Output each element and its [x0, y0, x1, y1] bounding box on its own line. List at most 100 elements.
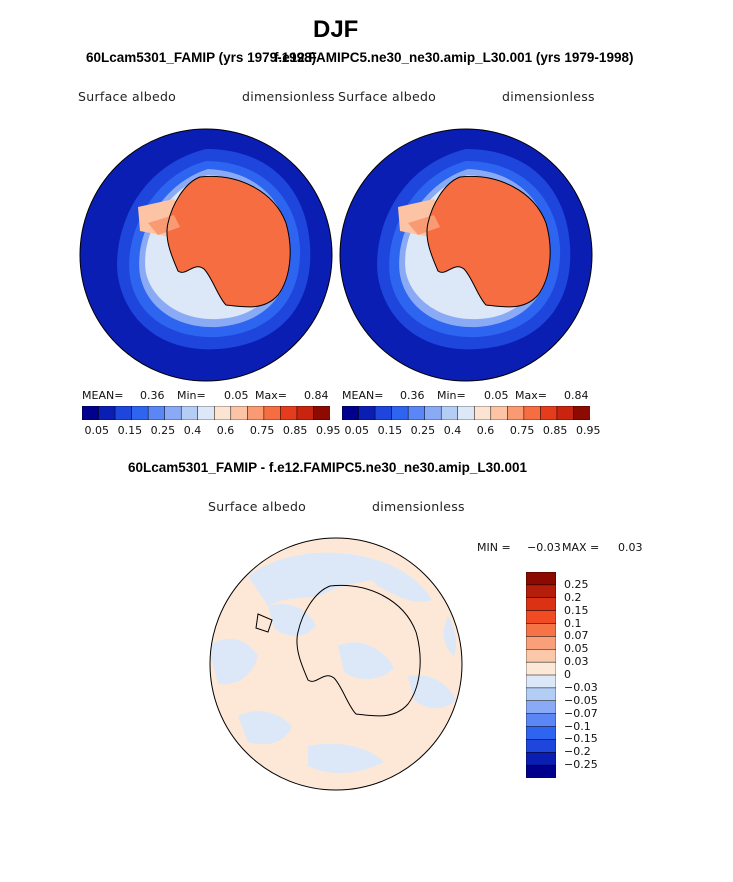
- colorbar-tick-label: 0.15: [377, 424, 403, 437]
- colorbar-box: [526, 687, 556, 702]
- left-mean-label: MEAN=: [82, 389, 124, 402]
- colorbar-box: [440, 406, 459, 420]
- colorbar-tick-label: −0.2: [564, 745, 591, 759]
- colorbar-box: [342, 406, 360, 420]
- left-units-label: dimensionless: [242, 89, 335, 104]
- colorbar-box: [457, 406, 475, 420]
- colorbar-box: [573, 406, 590, 420]
- colorbar-tick-label: −0.07: [564, 706, 598, 720]
- colorbar-tick-label: −0.25: [564, 758, 598, 772]
- colorbar-tick-label: 0.05: [564, 642, 589, 656]
- colorbar-box: [280, 406, 298, 420]
- colorbar-tick-label: 0.4: [183, 424, 202, 437]
- figure-title: DJF: [313, 16, 359, 43]
- left-min-value: 0.05: [224, 389, 249, 402]
- colorbar-box: [540, 406, 558, 420]
- colorbar-box: [556, 406, 575, 420]
- colorbar-box: [247, 406, 265, 420]
- difference-map: [209, 537, 463, 791]
- colorbar-box: [490, 406, 508, 420]
- colorbar-box: [526, 584, 556, 599]
- right-min-value: 0.05: [484, 389, 509, 402]
- colorbar-tick-label: 0.15: [117, 424, 143, 437]
- colorbar-tick-label: −0.15: [564, 732, 598, 746]
- left-panel-title: 60Lcam5301_FAMIP (yrs 1979-1998): [86, 50, 317, 65]
- colorbar-box: [526, 739, 556, 753]
- colorbar-box: [526, 726, 556, 740]
- colorbar-tick-label: 0.95: [316, 424, 341, 437]
- right-min-label: Min=: [437, 389, 466, 402]
- colorbar-tick-label: −0.1: [564, 719, 591, 733]
- colorbar-tick-label: 0.6: [216, 424, 235, 437]
- colorbar-tick-label: 0.07: [564, 629, 589, 643]
- left-colorbar: [82, 406, 330, 420]
- colorbar-tick-label: 0.1: [564, 616, 582, 630]
- colorbar-box: [358, 406, 376, 420]
- colorbar-box: [526, 623, 556, 637]
- diff-units-label: dimensionless: [372, 499, 465, 514]
- colorbar-box: [98, 406, 116, 420]
- colorbar-box: [526, 713, 556, 728]
- colorbar-tick-label: 0.75: [249, 424, 275, 437]
- right-colorbar: [342, 406, 590, 420]
- colorbar-tick-label: 0.15: [564, 603, 589, 617]
- colorbar-box: [407, 406, 426, 420]
- colorbar-tick-label: 0.25: [150, 424, 176, 437]
- left-map: [79, 128, 333, 382]
- colorbar-box: [131, 406, 149, 420]
- colorbar-tick-label: 0.75: [509, 424, 535, 437]
- colorbar-tick-label: 0.05: [84, 424, 110, 437]
- colorbar-box: [82, 406, 100, 420]
- colorbar-box: [391, 406, 409, 420]
- right-mean-value: 0.36: [400, 389, 425, 402]
- colorbar-tick-label: −0.05: [564, 693, 598, 707]
- colorbar-tick-label: 0.25: [564, 577, 589, 591]
- colorbar-box: [164, 406, 182, 420]
- colorbar-tick-label: 0.05: [344, 424, 370, 437]
- diff-colorbar: [526, 572, 556, 778]
- colorbar-box: [214, 406, 232, 420]
- colorbar-box: [374, 406, 393, 420]
- right-map: [339, 128, 593, 382]
- colorbar-box: [147, 406, 166, 420]
- colorbar-tick-label: −0.03: [564, 680, 598, 694]
- colorbar-box: [313, 406, 330, 420]
- colorbar-tick-label: 0.95: [576, 424, 601, 437]
- left-max-label: Max=: [255, 389, 287, 402]
- left-min-label: Min=: [177, 389, 206, 402]
- colorbar-box: [526, 649, 556, 663]
- diff-min-label: MIN =: [477, 541, 511, 554]
- colorbar-box: [230, 406, 248, 420]
- colorbar-box: [263, 406, 281, 420]
- colorbar-tick-label: 0.25: [410, 424, 436, 437]
- diff-variable-label: Surface albedo: [208, 499, 307, 514]
- colorbar-box: [523, 406, 541, 420]
- right-max-label: Max=: [515, 389, 547, 402]
- colorbar-box: [474, 406, 492, 420]
- diff-panel-title: 60Lcam5301_FAMIP - f.e12.FAMIPC5.ne30_ne…: [128, 460, 527, 475]
- right-mean-label: MEAN=: [342, 389, 384, 402]
- left-mean-value: 0.36: [140, 389, 165, 402]
- right-max-value: 0.84: [564, 389, 589, 402]
- colorbar-box: [526, 636, 556, 650]
- colorbar-box: [526, 597, 556, 612]
- colorbar-tick-label: 0.4: [443, 424, 462, 437]
- colorbar-tick-label: 0: [564, 668, 571, 681]
- diff-min-value: −0.03: [527, 541, 561, 554]
- right-variable-label: Surface albedo: [338, 89, 437, 104]
- colorbar-tick-label: 0.2: [564, 590, 582, 604]
- colorbar-tick-label: 0.85: [542, 424, 568, 437]
- colorbar-tick-label: 0.03: [564, 655, 589, 669]
- colorbar-box: [296, 406, 315, 420]
- colorbar-box: [526, 764, 556, 778]
- colorbar-tick-label: 0.85: [282, 424, 308, 437]
- colorbar-box: [197, 406, 215, 420]
- right-units-label: dimensionless: [502, 89, 595, 104]
- diff-max-label: MAX =: [562, 541, 600, 554]
- colorbar-box: [114, 406, 133, 420]
- colorbar-box: [526, 674, 556, 689]
- colorbar-tick-label: 0.6: [476, 424, 495, 437]
- colorbar-box: [180, 406, 199, 420]
- colorbar-box: [424, 406, 442, 420]
- colorbar-box: [526, 752, 556, 766]
